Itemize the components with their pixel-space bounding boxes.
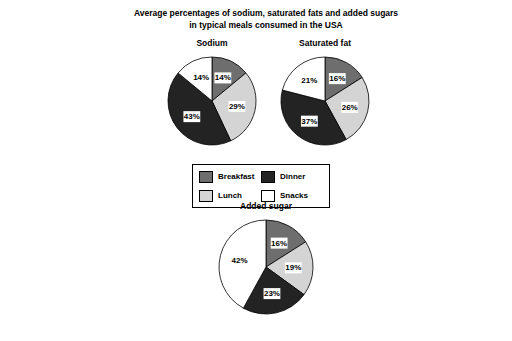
- svg-text:16%: 16%: [271, 239, 287, 248]
- svg-text:43%: 43%: [184, 112, 200, 121]
- html-text:Added sugar: Added sugar: [240, 201, 292, 211]
- svg-text:23%: 23%: [264, 289, 280, 298]
- svg-text:37%: 37%: [301, 117, 317, 126]
- svg-text:19%: 19%: [285, 263, 301, 272]
- svg-text:29%: 29%: [229, 102, 245, 111]
- html-text:Dinner: Dinner: [280, 172, 306, 181]
- html-text:Saturated fat: Saturated fat: [299, 38, 351, 48]
- svg-text:21%: 21%: [301, 76, 317, 85]
- svg-text:14%: 14%: [193, 73, 209, 82]
- html-text:Breakfast: Breakfast: [218, 172, 255, 181]
- svg-text:14%: 14%: [215, 73, 231, 82]
- html-text:Snacks: Snacks: [280, 191, 308, 200]
- html-text:Lunch: Lunch: [218, 191, 242, 200]
- svg-text:42%: 42%: [232, 256, 248, 265]
- html-text:Average percentages of sodium,: Average percentages of sodium, saturated…: [133, 8, 399, 30]
- svg-text:26%: 26%: [342, 103, 358, 112]
- html-text:Sodium: Sodium: [196, 38, 228, 48]
- svg-text:16%: 16%: [329, 74, 345, 83]
